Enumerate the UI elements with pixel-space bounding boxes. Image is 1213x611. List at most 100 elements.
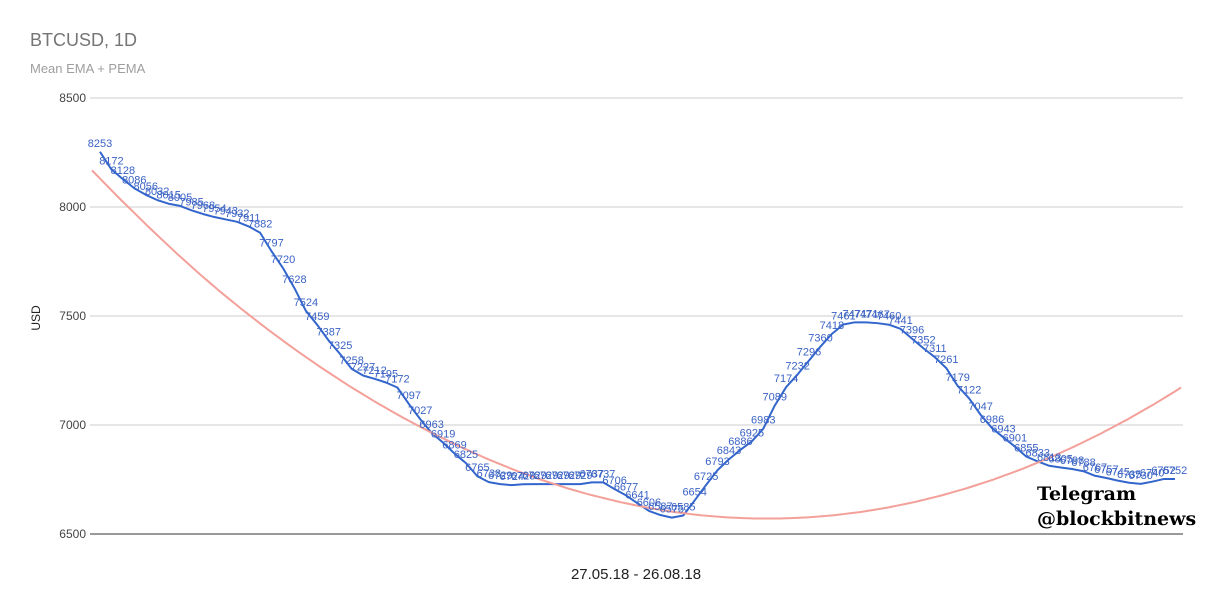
y-tick-label: 8000 [59,200,86,214]
data-label: 6757 [1094,464,1118,476]
data-label: 6728 [511,470,535,482]
y-axis-title: USD [29,305,43,331]
data-label: 7943 [214,205,238,217]
data-label: 7467 [865,309,889,321]
data-label: 6767 [1083,462,1107,474]
data-label: 6738 [477,468,501,480]
data-label: 6788 [1071,457,1095,469]
data-label: 6729 [545,470,569,482]
data-label: 8086 [122,174,146,186]
data-label: 6983 [751,415,775,427]
y-tick-label: 6500 [59,527,86,541]
data-label: 7047 [968,401,992,413]
data-label: 8005 [168,192,192,204]
data-label: 6833 [1026,447,1050,459]
data-label: 7471 [843,308,867,320]
data-label: 6740 [1140,468,1164,480]
chart-subtitle: Mean EMA + PEMA [30,61,146,76]
data-label: 7524 [294,297,318,309]
y-tick-label: 7500 [59,309,86,323]
data-label: 7122 [957,384,981,396]
data-label: 7396 [900,325,924,337]
data-label: 6706 [602,475,626,487]
data-label: 6725 [694,471,718,483]
data-label: 7311 [923,343,947,355]
data-label: 7387 [316,327,340,339]
data-label: 6943 [991,423,1015,435]
data-label: 7720 [271,254,295,266]
data-label: 7985 [179,196,203,208]
data-label: 6765 [465,462,489,474]
data-label: 6855 [1014,443,1038,455]
data-label: 6654 [682,486,706,498]
data-label: 7797 [259,237,283,249]
data-label: 7227 [351,362,375,374]
data-label: 6606 [637,497,661,509]
y-tick-label: 7000 [59,418,86,432]
data-label: 6843 [717,445,741,457]
x-axis-title: 27.05.18 - 26.08.18 [571,566,701,583]
data-label: 6963 [419,419,443,431]
data-label: 6737 [580,468,604,480]
data-label: 7179 [945,372,969,384]
data-label: 7352 [911,334,935,346]
data-label: 7212 [362,365,386,377]
data-label: 8172 [99,156,123,168]
data-label: 7628 [282,274,306,286]
data-label: 6752 [1163,465,1187,477]
data-label: 7174 [774,373,798,385]
y-tick-label: 8500 [59,91,86,105]
data-label: 6745 [1106,467,1130,479]
data-label: 6729 [557,470,581,482]
data-label: 6575 [660,504,684,516]
data-label: 7932 [225,208,249,220]
chart-title: BTCUSD, 1D [30,30,138,50]
data-label: 6793 [705,456,729,468]
data-label: 7460 [877,311,901,323]
data-labels: 8253 817281288086805680328015800579857968… [88,138,1187,516]
data-label: 6587 [648,501,672,513]
data-label: 6919 [431,429,455,441]
watermark-line-1: Telegram [1037,483,1137,505]
data-label: 6729 [488,470,512,482]
data-label: 7459 [305,311,329,323]
data-label: 6886 [728,436,752,448]
data-label: 7954 [202,203,226,215]
data-label: 8253 [88,138,112,150]
data-label: 7232 [785,360,809,372]
series-line-trend [91,169,1182,520]
data-label: 7968 [191,200,215,212]
data-label: 8015 [156,190,180,202]
gridlines [90,97,1183,535]
data-label: 6724 [499,471,523,483]
data-label: 6986 [980,414,1004,426]
data-label: 8128 [111,165,135,177]
data-label: 6729 [534,470,558,482]
data-label: 6925 [740,427,764,439]
data-label: 7172 [385,374,409,386]
data-label: 7441 [888,315,912,327]
data-label: 6729 [522,470,546,482]
data-label: 6729 [568,470,592,482]
data-label: 8032 [145,186,169,198]
data-label: 6825 [454,449,478,461]
watermark: Telegram @blockbitnews [1037,482,1196,532]
series-lines [91,151,1182,520]
data-label: 6737 [591,468,615,480]
data-label: 7418 [820,320,844,332]
data-label: 7325 [328,340,352,352]
data-label: 6585 [671,501,695,513]
watermark-line-2: @blockbitnews [1037,508,1197,530]
data-label: 6752 [1151,465,1175,477]
data-label: 7296 [797,346,821,358]
data-label: 6641 [625,489,649,501]
data-label: 7097 [397,390,421,402]
series-line-price [99,151,1175,519]
data-label: 6730 [1128,470,1152,482]
data-label: 6869 [442,440,466,452]
data-label: 7911 [237,212,261,224]
data-label: 7089 [762,392,786,404]
data-label: 7461 [831,311,855,323]
data-label: 7471 [854,308,878,320]
